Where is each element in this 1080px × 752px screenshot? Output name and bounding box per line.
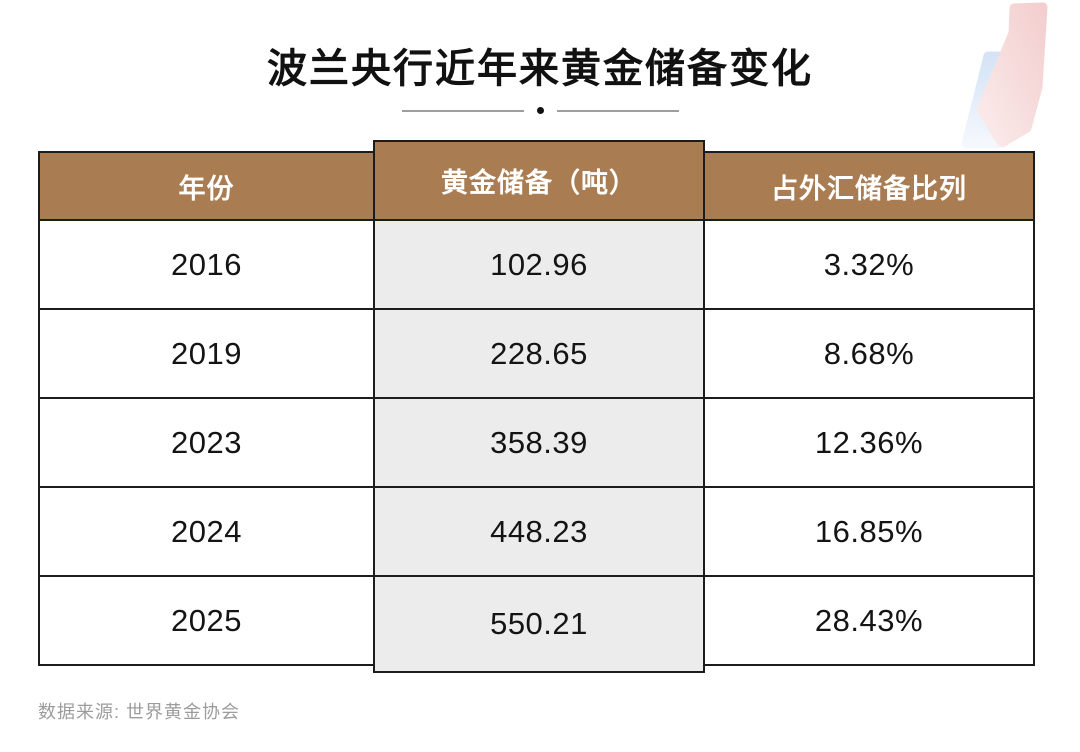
reserve-cell: 550.21 — [373, 575, 705, 673]
column-fx-share: 占外汇储备比列 3.32% 8.68% 12.36% 16.85% 28.43% — [703, 151, 1035, 666]
year-cell: 2024 — [38, 486, 375, 577]
reserve-cell: 448.23 — [373, 486, 705, 577]
column-header-year: 年份 — [38, 151, 375, 221]
divider-line-left — [401, 109, 524, 112]
reserve-cell: 358.39 — [373, 397, 705, 488]
data-source-note: 数据来源: 世界黄金协会 — [38, 702, 241, 722]
share-cell: 16.85% — [703, 486, 1035, 577]
title-block: 波兰央行近年来黄金储备变化 — [0, 36, 1080, 114]
page-title: 波兰央行近年来黄金储备变化 — [267, 47, 813, 91]
column-header-gold-reserve: 黄金储备（吨） — [373, 140, 705, 221]
share-cell: 8.68% — [703, 308, 1035, 399]
divider-dot — [536, 107, 544, 114]
year-cell: 2019 — [38, 308, 375, 399]
share-cell: 12.36% — [703, 397, 1035, 488]
divider-line-right — [556, 109, 679, 112]
year-cell: 2023 — [38, 397, 375, 488]
gold-reserve-table: 年份 2016 2019 2023 2024 2025 黄金储备（吨） 102.… — [38, 140, 1035, 684]
title-divider — [0, 107, 1080, 114]
column-gold-reserve: 黄金储备（吨） 102.96 228.65 358.39 448.23 550.… — [373, 140, 705, 673]
reserve-cell: 228.65 — [373, 308, 705, 399]
year-cell: 2025 — [38, 575, 375, 666]
reserve-cell: 102.96 — [373, 219, 705, 310]
column-year: 年份 2016 2019 2023 2024 2025 — [38, 151, 375, 666]
year-cell: 2016 — [38, 219, 375, 310]
column-header-fx-share: 占外汇储备比列 — [703, 151, 1035, 221]
share-cell: 3.32% — [703, 219, 1035, 310]
share-cell: 28.43% — [703, 575, 1035, 666]
